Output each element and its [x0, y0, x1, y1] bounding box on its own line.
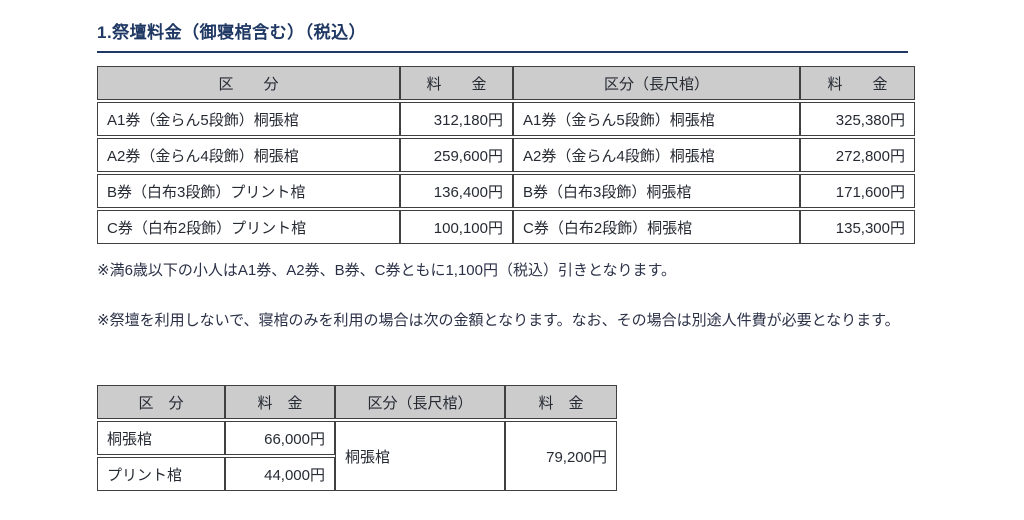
table-cell: 136,400円 — [400, 174, 513, 208]
section-title: 1.祭壇料金（御寝棺含む）（税込） — [97, 23, 367, 42]
table-cell: B券（白布3段飾）プリント棺 — [97, 174, 400, 208]
altar-price-table-header-row: 区 分 料 金 区分（長尺棺） 料 金 — [97, 66, 915, 100]
table-cell: 272,800円 — [800, 138, 915, 172]
table-cell: 325,380円 — [800, 102, 915, 136]
header-price-long-coffin: 料 金 — [505, 385, 617, 419]
long-coffin-type-cell: 桐張棺 — [335, 421, 505, 491]
table-row: A2券（金らん4段飾）桐張棺 259,600円 A2券（金らん4段飾）桐張棺 272,… — [97, 138, 915, 172]
header-category: 区 分 — [97, 66, 400, 100]
coffin-type-cell: プリント棺 — [97, 457, 225, 491]
table-row: C券（白布2段飾）プリント棺 100,100円 C券（白布2段飾）桐張棺 135,30… — [97, 210, 915, 244]
header-price-long-coffin: 料 金 — [800, 66, 915, 100]
table-row: プリント棺 44,000円 — [97, 457, 617, 491]
table-cell: A1券（金らん5段飾）桐張棺 — [97, 102, 400, 136]
table-cell: A2券（金らん4段飾）桐張棺 — [97, 138, 400, 172]
header-category: 区 分 — [97, 385, 225, 419]
header-category-long-coffin: 区分（長尺棺） — [513, 66, 800, 100]
header-price: 料 金 — [400, 66, 513, 100]
table-cell: 135,300円 — [800, 210, 915, 244]
table-cell: C券（白布2段飾）プリント棺 — [97, 210, 400, 244]
header-category-long-coffin: 区分（長尺棺） — [335, 385, 505, 419]
table-row: B券（白布3段飾）プリント棺 136,400円 B券（白布3段飾）桐張棺 171,60… — [97, 174, 915, 208]
coffin-only-price-table: 区 分 料 金 区分（長尺棺） 料 金 桐張棺 66,000円 桐張棺 79,2… — [97, 383, 617, 493]
table-cell: B券（白布3段飾）桐張棺 — [513, 174, 800, 208]
coffin-only-table-header-row: 区 分 料 金 区分（長尺棺） 料 金 — [97, 385, 617, 419]
price-cell: 44,000円 — [225, 457, 335, 491]
table-row: 桐張棺 66,000円 桐張棺 79,200円 — [97, 421, 617, 491]
section-title-underline: 1.祭壇料金（御寝棺含む）（税込） — [97, 18, 908, 53]
table-cell: 312,180円 — [400, 102, 513, 136]
table-cell: C券（白布2段飾）桐張棺 — [513, 210, 800, 244]
table-cell: 171,600円 — [800, 174, 915, 208]
table-cell: 100,100円 — [400, 210, 513, 244]
note-child-discount: ※満6歳以下の小人はA1券、A2券、B券、C券ともに1,100円（税込）引きとな… — [97, 262, 677, 279]
long-coffin-price-cell: 79,200円 — [505, 421, 617, 491]
coffin-type-cell: 桐張棺 — [97, 421, 225, 455]
price-cell: 66,000円 — [225, 421, 335, 455]
table-cell: 259,600円 — [400, 138, 513, 172]
altar-price-table: 区 分 料 金 区分（長尺棺） 料 金 A1券（金らん5段飾）桐張棺 312,18… — [97, 64, 915, 246]
altar-price-table-body: A1券（金らん5段飾）桐張棺 312,180円 A1券（金らん5段飾）桐張棺 325,… — [97, 102, 915, 244]
table-cell: A1券（金らん5段飾）桐張棺 — [513, 102, 800, 136]
table-row: A1券（金らん5段飾）桐張棺 312,180円 A1券（金らん5段飾）桐張棺 325,… — [97, 102, 915, 136]
note-coffin-only: ※祭壇を利用しないで、寝棺のみを利用の場合は次の金額となります。なお、その場合は… — [97, 312, 900, 329]
header-price: 料 金 — [225, 385, 335, 419]
table-cell: A2券（金らん4段飾）桐張棺 — [513, 138, 800, 172]
